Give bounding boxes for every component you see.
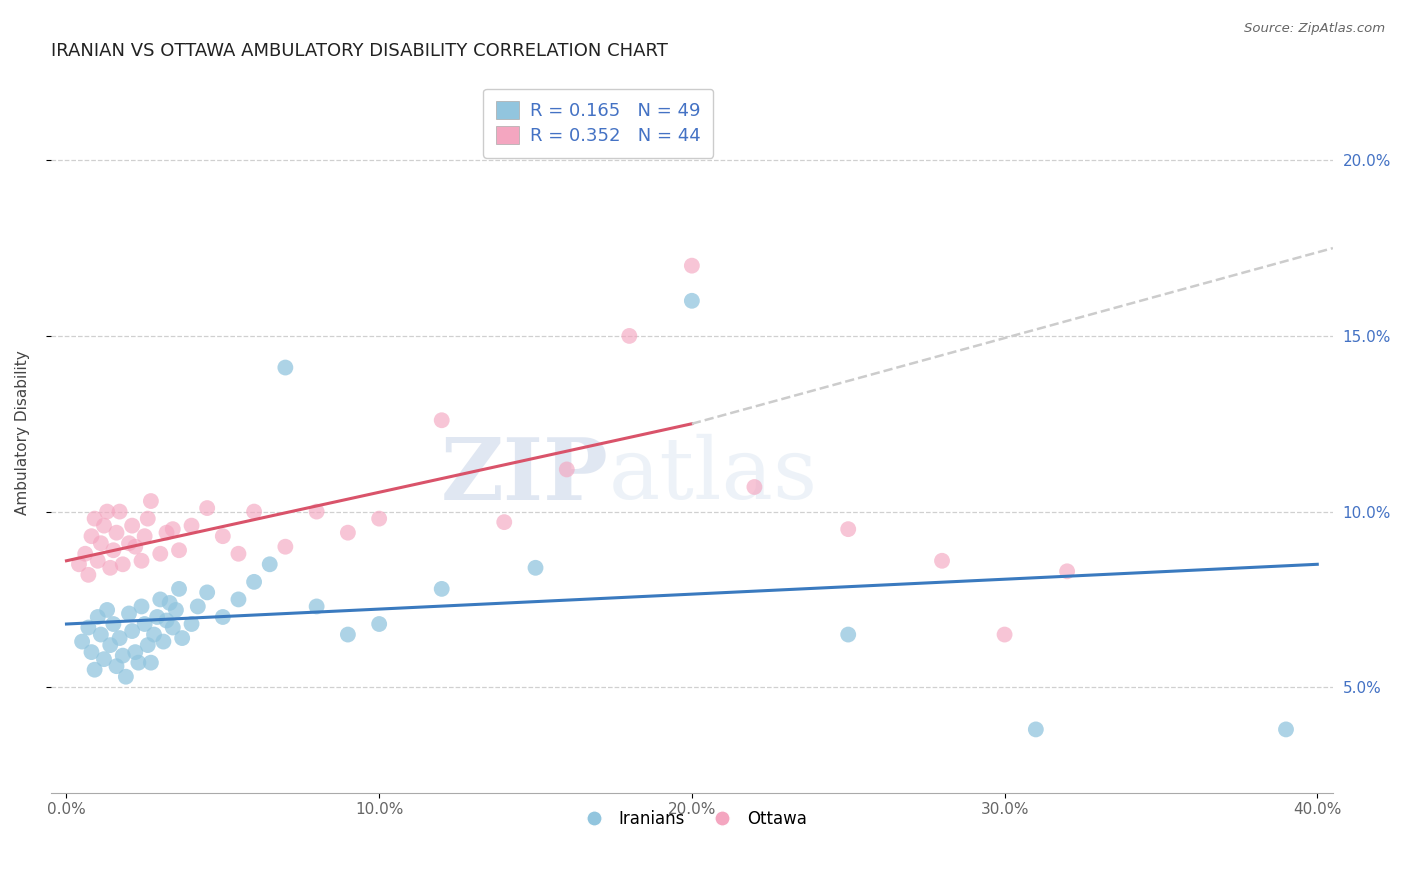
Point [155,614,177,628]
Point [931,554,953,568]
Point [108,631,131,645]
Point [136,511,159,525]
Point [1056,564,1078,578]
Point [131,554,153,568]
Point [105,659,128,673]
Point [619,329,641,343]
Point [993,627,1015,641]
Point [96,505,118,519]
Point [77,567,100,582]
Point [243,505,266,519]
Point [115,670,138,684]
Point [368,617,391,632]
Point [274,360,297,375]
Point [195,585,218,599]
Point [90,627,112,641]
Point [83,663,105,677]
Point [90,536,112,550]
Point [430,413,453,427]
Point [118,536,141,550]
Point [105,525,128,540]
Point [1025,723,1047,737]
Point [555,462,578,476]
Point [67,558,90,572]
Point [87,554,110,568]
Point [681,259,703,273]
Point [124,540,146,554]
Point [103,543,125,558]
Point [93,518,115,533]
Point [305,505,328,519]
Point [228,547,250,561]
Point [87,610,110,624]
Point [165,603,187,617]
Text: atlas: atlas [609,434,818,517]
Point [681,293,703,308]
Point [167,543,190,558]
Point [134,529,156,543]
Point [118,607,141,621]
Point [228,592,250,607]
Point [524,561,547,575]
Point [146,610,169,624]
Point [211,610,233,624]
Point [111,648,134,663]
Point [98,561,121,575]
Point [108,505,131,519]
Point [121,624,143,638]
Point [111,558,134,572]
Point [103,617,125,632]
Point [124,645,146,659]
Point [136,638,159,652]
Point [167,582,190,596]
Point [172,631,194,645]
Point [155,525,177,540]
Point [77,621,100,635]
Point [96,603,118,617]
Point [180,518,202,533]
Point [259,558,281,572]
Point [243,574,266,589]
Point [75,547,97,561]
Point [134,617,156,632]
Point [159,596,181,610]
Point [744,480,766,494]
Text: Source: ZipAtlas.com: Source: ZipAtlas.com [1244,22,1385,36]
Point [336,525,359,540]
Text: IRANIAN VS OTTAWA AMBULATORY DISABILITY CORRELATION CHART: IRANIAN VS OTTAWA AMBULATORY DISABILITY … [51,42,668,60]
Y-axis label: Ambulatory Disability: Ambulatory Disability [15,351,30,515]
Point [837,627,859,641]
Point [162,621,184,635]
Text: ZIP: ZIP [441,434,609,517]
Point [336,627,359,641]
Point [83,511,105,525]
Point [70,634,93,648]
Point [430,582,453,596]
Point [121,518,143,533]
Point [305,599,328,614]
Point [368,511,391,525]
Point [187,599,209,614]
Point [139,494,162,508]
Point [139,656,162,670]
Point [93,652,115,666]
Point [127,656,149,670]
Point [149,547,172,561]
Point [131,599,153,614]
Point [143,627,166,641]
Point [494,515,516,529]
Point [80,529,103,543]
Point [837,522,859,536]
Point [98,638,121,652]
Legend: Iranians, Ottawa: Iranians, Ottawa [571,804,813,835]
Point [180,617,202,632]
Point [195,501,218,516]
Point [211,529,233,543]
Point [152,634,174,648]
Point [149,592,172,607]
Point [274,540,297,554]
Point [80,645,103,659]
Point [162,522,184,536]
Point [1275,723,1298,737]
